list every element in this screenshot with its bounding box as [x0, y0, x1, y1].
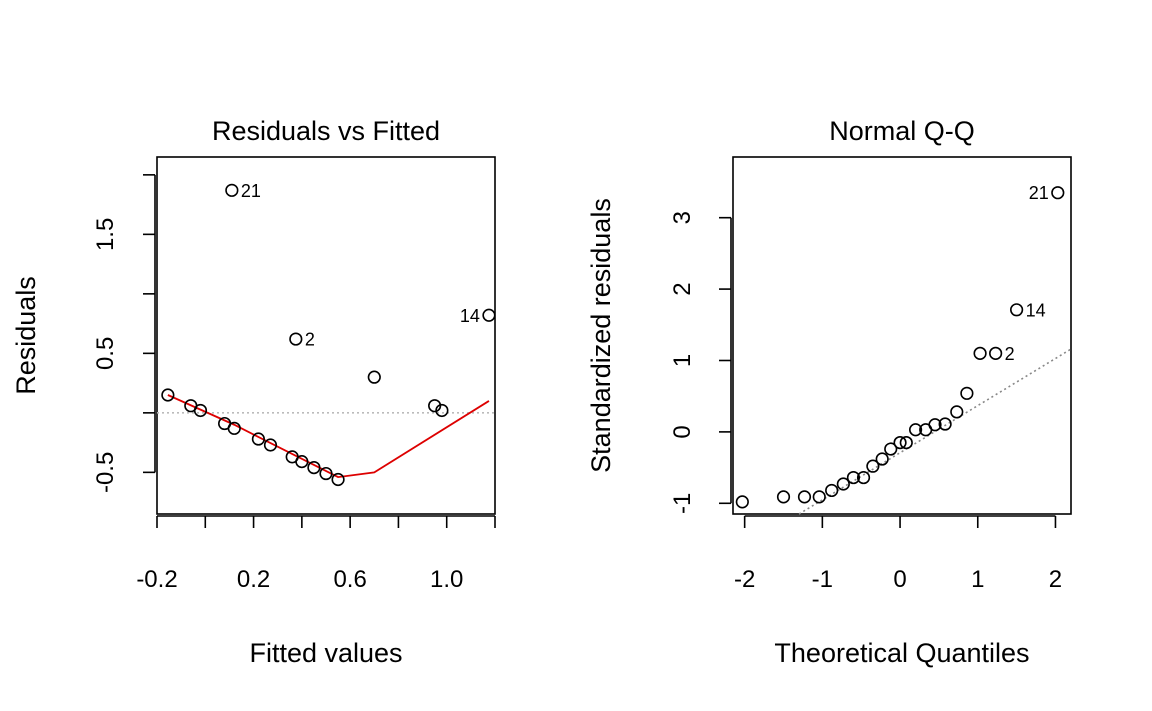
- x-tick-label: -0.2: [136, 566, 177, 593]
- y-tick-label: 1.5: [92, 218, 119, 251]
- y-axis-label: Residuals: [11, 276, 41, 395]
- data-point: [928, 418, 942, 432]
- data-point: [331, 472, 345, 487]
- x-tick-label: -2: [734, 566, 755, 593]
- data-point: [866, 459, 880, 473]
- x-tick-label: 1: [971, 566, 984, 593]
- x-tick-label: 2: [1049, 566, 1062, 593]
- y-tick-label: -0.5: [92, 452, 119, 493]
- data-point: [893, 436, 907, 450]
- data-point: [225, 183, 239, 197]
- plot-frame: [732, 156, 1072, 515]
- data-point: [1010, 303, 1024, 317]
- data-point: [797, 490, 812, 504]
- data-point: [884, 442, 898, 456]
- data-point: [875, 452, 889, 466]
- x-axis-label: Theoretical Quantiles: [774, 638, 1029, 668]
- y-tick-label: 0: [669, 425, 696, 438]
- data-point: [367, 370, 381, 384]
- data-point: [812, 490, 826, 504]
- chart-title: Normal Q-Q: [829, 116, 975, 146]
- x-axis-label: Fitted values: [249, 638, 402, 668]
- data-point: [1051, 186, 1065, 200]
- data-point: [960, 386, 974, 400]
- data-point: [295, 455, 309, 469]
- y-tick-label: 2: [669, 282, 696, 295]
- data-point: [899, 436, 913, 450]
- point-label: 14: [460, 306, 480, 326]
- x-tick-label: 0.2: [237, 566, 270, 593]
- plot-frame: [156, 156, 496, 515]
- y-tick-label: 0.5: [92, 337, 119, 370]
- point-label: 14: [1026, 300, 1046, 320]
- data-point: [989, 346, 1003, 360]
- x-tick-label: -1: [812, 566, 833, 593]
- point-label: 21: [1029, 183, 1049, 203]
- panel-residuals-vs-fitted: Residuals vs Fitted -0.2 0.2 0.6 1.0 Fitted v…: [11, 116, 496, 668]
- y-tick-label: 3: [669, 211, 696, 224]
- data-point: [428, 399, 442, 413]
- data-point: [435, 403, 449, 418]
- panel-normal-qq: Normal Q-Q -2 -1 0 1 2 Theoretical Quantiles -1…: [586, 116, 1072, 668]
- data-point: [307, 460, 321, 475]
- data-point: [776, 490, 791, 504]
- data-point: [161, 388, 175, 402]
- data-point: [836, 477, 850, 491]
- point-label: 21: [241, 181, 261, 201]
- x-tick-label: 1.0: [430, 566, 463, 593]
- reference-line: [798, 348, 1072, 515]
- data-point: [908, 423, 923, 437]
- point-label: 2: [1005, 344, 1015, 364]
- data-point: [735, 495, 749, 509]
- data-point: [846, 470, 861, 485]
- data-point: [482, 308, 496, 322]
- x-tick-label: 0: [893, 566, 906, 593]
- data-point: [227, 421, 241, 435]
- smoother-line: [167, 394, 490, 479]
- data-point: [856, 470, 871, 485]
- y-tick-label: -1: [669, 493, 696, 514]
- data-point: [938, 417, 952, 431]
- point-label: 2: [305, 330, 315, 350]
- data-point: [263, 438, 278, 452]
- data-point: [289, 332, 303, 346]
- data-point: [950, 405, 964, 419]
- y-axis-label: Standardized residuals: [586, 198, 616, 473]
- data-point: [319, 466, 333, 481]
- y-tick-label: 1: [669, 354, 696, 367]
- data-point: [193, 403, 208, 418]
- data-point: [251, 432, 265, 446]
- chart-title: Residuals vs Fitted: [212, 116, 440, 146]
- data-point: [825, 483, 839, 498]
- x-tick-label: 0.6: [333, 566, 366, 593]
- data-point: [973, 346, 987, 360]
